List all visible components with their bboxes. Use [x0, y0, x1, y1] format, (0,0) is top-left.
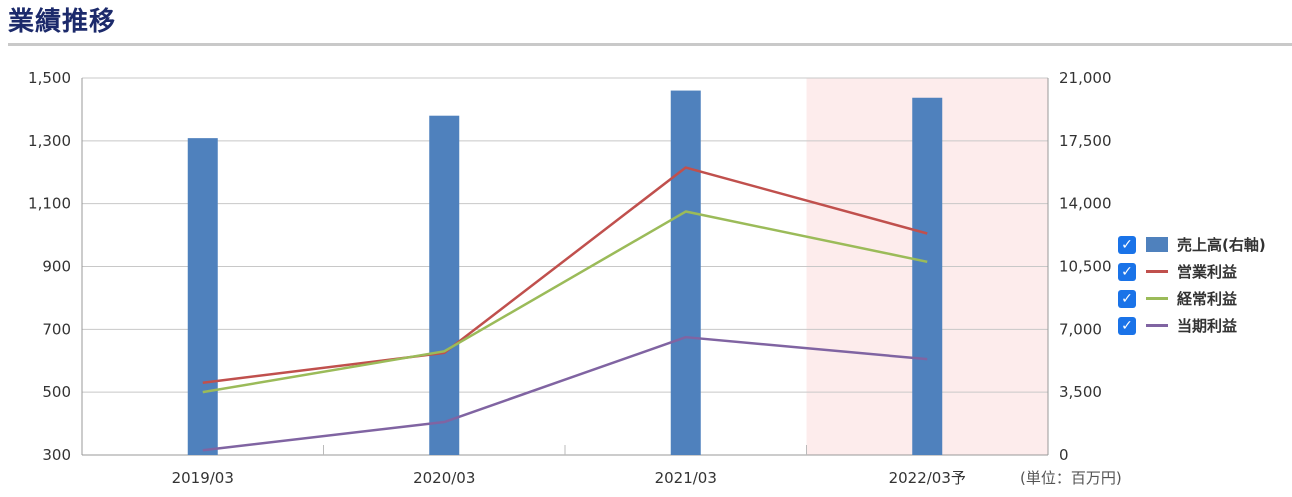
- unit-label: (単位：百万円): [1020, 469, 1122, 487]
- line-ordinary-profit: [202, 210, 928, 394]
- legend-item-net-profit[interactable]: ✓ 当期利益: [1118, 312, 1266, 339]
- legend-item-ordinary-profit[interactable]: ✓ 経常利益: [1118, 285, 1266, 312]
- legend-item-sales[interactable]: ✓ 売上高(右軸): [1118, 231, 1266, 258]
- x-axis-tick-label: 2022/03予: [889, 469, 966, 487]
- x-axis-tick-label: 2020/03: [413, 469, 475, 487]
- left-axis-tick-label: 1,500: [28, 69, 71, 87]
- bar-sales: [187, 138, 218, 455]
- bar-sales: [429, 115, 460, 455]
- left-axis-tick-label: 500: [42, 383, 71, 401]
- right-axis-tick-label: 0: [1059, 446, 1069, 464]
- legend-swatch-operating-profit: [1146, 270, 1168, 273]
- legend-swatch-net-profit: [1146, 324, 1168, 327]
- right-axis-tick-label: 7,000: [1059, 320, 1102, 338]
- chart-legend: ✓ 売上高(右軸) ✓ 営業利益 ✓ 経常利益 ✓ 当期利益: [1118, 231, 1266, 339]
- legend-swatch-ordinary-profit: [1146, 297, 1168, 300]
- left-axis-tick-label: 700: [42, 320, 71, 338]
- legend-label-ordinary-profit: 経常利益: [1177, 290, 1238, 308]
- page-title: 業績推移: [8, 7, 117, 37]
- x-axis-tick-label: 2021/03: [655, 469, 717, 487]
- checkbox-checked-icon[interactable]: ✓: [1118, 262, 1136, 281]
- title-divider: [8, 43, 1292, 46]
- checkbox-checked-icon[interactable]: ✓: [1118, 235, 1136, 254]
- right-axis-tick-label: 17,500: [1059, 132, 1112, 150]
- bar-sales: [670, 90, 701, 456]
- checkbox-checked-icon[interactable]: ✓: [1118, 316, 1136, 335]
- legend-label-operating-profit: 営業利益: [1177, 263, 1238, 281]
- legend-label-sales: 売上高(右軸): [1177, 236, 1266, 254]
- left-axis-tick-label: 900: [42, 258, 71, 276]
- right-axis-tick-label: 10,500: [1059, 258, 1112, 276]
- right-axis-tick-label: 14,000: [1059, 195, 1112, 213]
- left-axis-tick-label: 1,300: [28, 132, 71, 150]
- right-axis-tick-label: 21,000: [1059, 69, 1112, 87]
- line-operating-profit: [202, 166, 928, 384]
- x-axis-tick-label: 2019/03: [172, 469, 234, 487]
- left-axis-tick-label: 300: [42, 446, 71, 464]
- checkbox-checked-icon[interactable]: ✓: [1118, 289, 1136, 308]
- legend-item-operating-profit[interactable]: ✓ 営業利益: [1118, 258, 1266, 285]
- line-net-profit: [202, 335, 928, 452]
- left-axis-tick-label: 1,100: [28, 195, 71, 213]
- legend-label-net-profit: 当期利益: [1177, 317, 1238, 335]
- legend-swatch-sales: [1146, 237, 1168, 252]
- bar-sales: [912, 97, 943, 455]
- right-axis-tick-label: 3,500: [1059, 383, 1102, 401]
